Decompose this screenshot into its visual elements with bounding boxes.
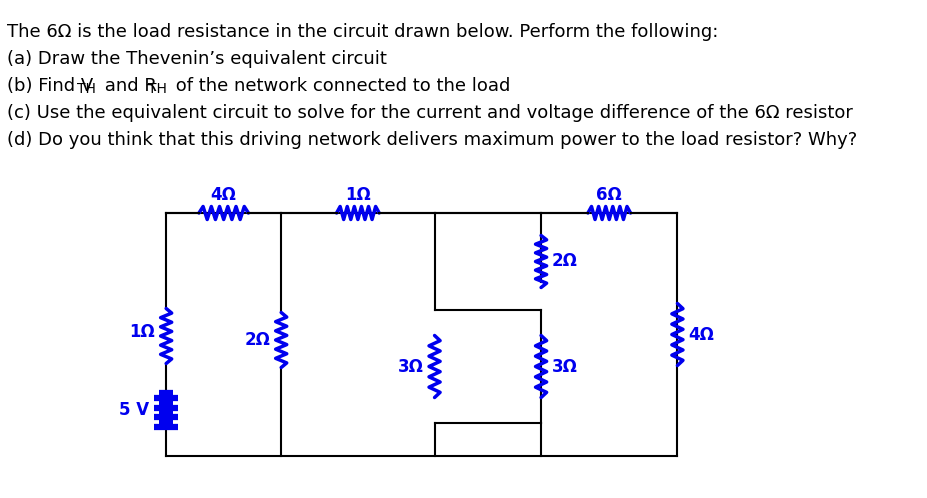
Text: 5 V: 5 V: [119, 401, 148, 419]
Text: TH: TH: [148, 82, 167, 96]
Text: (b) Find V: (b) Find V: [6, 77, 93, 95]
Text: 4Ω: 4Ω: [210, 186, 236, 204]
Text: TH: TH: [77, 82, 95, 96]
Text: 2Ω: 2Ω: [244, 331, 270, 349]
Text: 2Ω: 2Ω: [552, 252, 578, 270]
Text: (d) Do you think that this driving network delivers maximum power to the load re: (d) Do you think that this driving netwo…: [6, 131, 857, 149]
Text: The 6Ω is the load resistance in the circuit drawn below. Perform the following:: The 6Ω is the load resistance in the cir…: [6, 23, 717, 41]
Text: 3Ω: 3Ω: [552, 358, 578, 375]
Text: of the network connected to the load: of the network connected to the load: [171, 77, 510, 95]
Text: (c) Use the equivalent circuit to solve for the current and voltage difference o: (c) Use the equivalent circuit to solve …: [6, 104, 852, 122]
Text: 3Ω: 3Ω: [398, 358, 424, 375]
Text: (a) Draw the Thevenin’s equivalent circuit: (a) Draw the Thevenin’s equivalent circu…: [6, 50, 387, 68]
Text: 1Ω: 1Ω: [345, 186, 371, 204]
Text: 6Ω: 6Ω: [596, 186, 621, 204]
Text: and R: and R: [99, 77, 157, 95]
Text: 4Ω: 4Ω: [688, 326, 714, 344]
Text: 1Ω: 1Ω: [129, 323, 155, 341]
